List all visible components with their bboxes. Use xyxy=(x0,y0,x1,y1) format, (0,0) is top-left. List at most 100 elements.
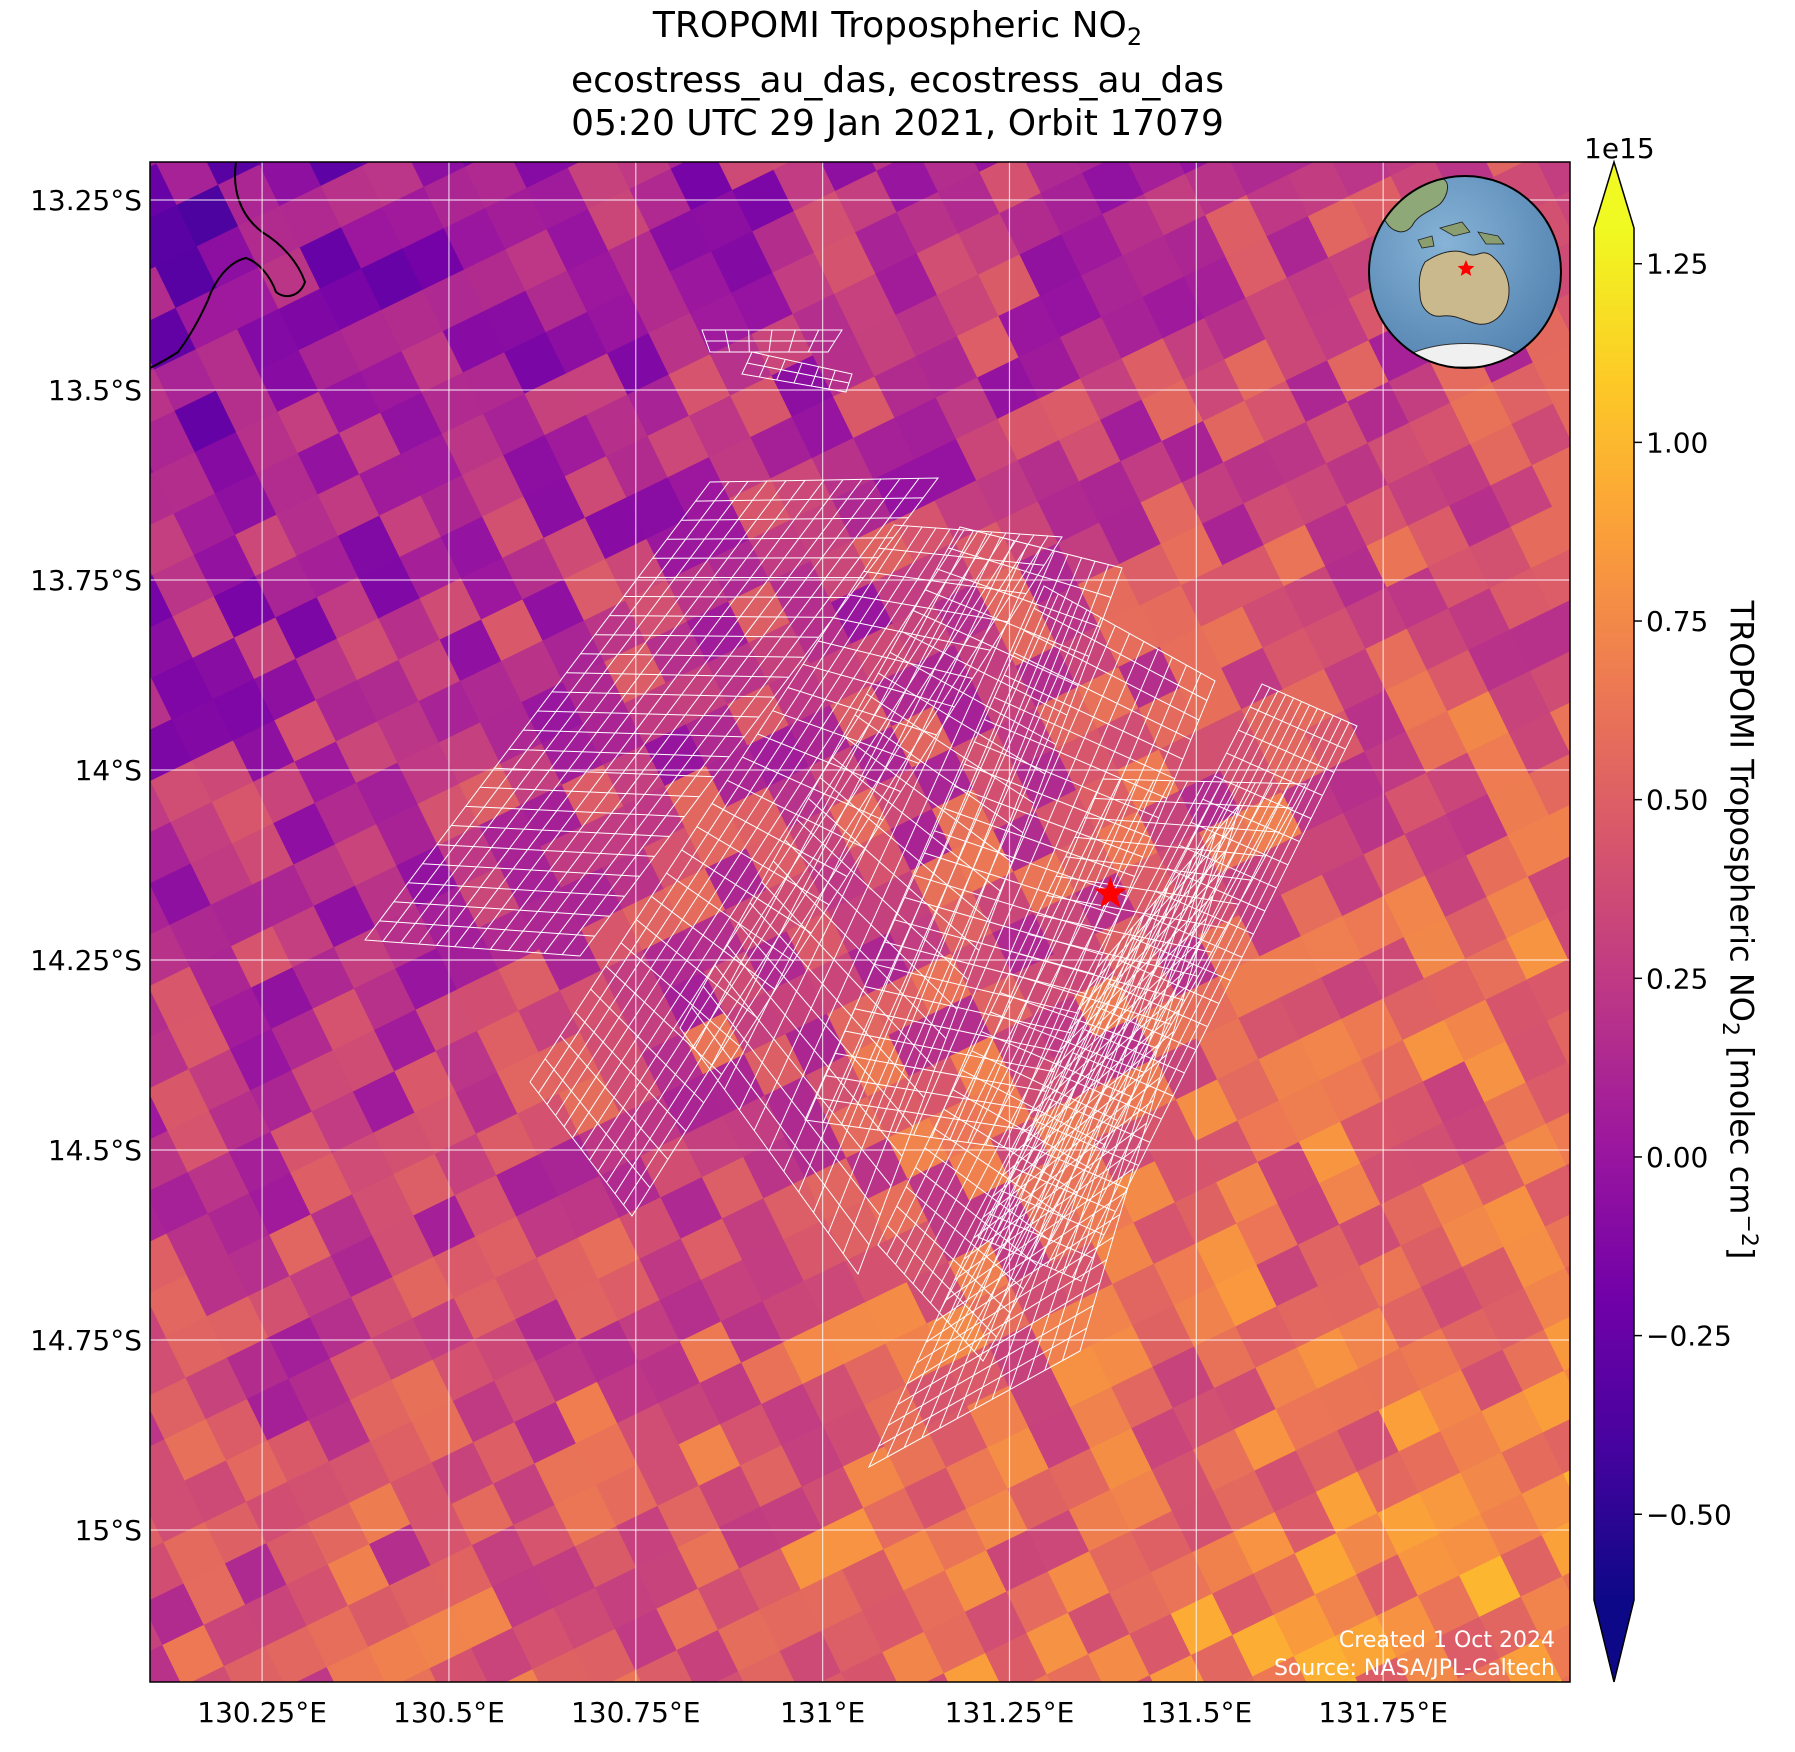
data-pixel xyxy=(275,596,340,661)
y-tick-label: 13.5°S xyxy=(48,374,142,407)
data-pixel xyxy=(393,1153,458,1218)
data-pixel xyxy=(422,268,487,333)
data-pixel xyxy=(849,828,914,893)
data-pixel xyxy=(1337,1409,1402,1474)
data-pixel xyxy=(803,1260,868,1325)
data-pixel xyxy=(440,515,505,580)
data-pixel xyxy=(473,1318,539,1383)
data-pixel xyxy=(1244,379,1309,444)
data-pixel xyxy=(832,478,897,543)
data-pixel xyxy=(708,436,774,501)
data-pixel xyxy=(616,1505,681,1570)
data-pixel xyxy=(70,594,134,658)
data-pixel xyxy=(1499,1637,1564,1682)
data-pixel xyxy=(1399,1327,1464,1392)
data-pixel xyxy=(150,1232,190,1297)
data-pixel xyxy=(481,598,546,663)
data-pixel xyxy=(329,1337,394,1402)
data-pixel xyxy=(710,333,775,398)
data-pixel xyxy=(223,1645,288,1682)
data-pixel xyxy=(1486,875,1551,940)
data-pixel xyxy=(233,719,298,784)
data-pixel xyxy=(1160,522,1225,588)
data-pixel xyxy=(1048,1447,1113,1512)
data-pixel xyxy=(677,1526,742,1591)
data-pixel xyxy=(1398,1430,1463,1495)
data-pixel xyxy=(1174,1181,1239,1246)
data-pixel xyxy=(997,397,1062,462)
data-pixel xyxy=(513,1504,578,1569)
data-pixel xyxy=(1551,485,1570,550)
data-pixel xyxy=(1050,1241,1115,1306)
data-pixel xyxy=(1481,1390,1546,1455)
data-pixel xyxy=(729,477,794,542)
data-pixel xyxy=(945,1446,1010,1511)
data-pixel xyxy=(1101,296,1166,361)
data-pixel xyxy=(294,740,359,805)
data-pixel xyxy=(999,192,1064,257)
data-pixel xyxy=(311,1090,376,1155)
data-pixel xyxy=(1550,588,1570,653)
colorbar-label: TROPOMI Tropospheric NO2 [molec cm−2] xyxy=(1716,600,1761,1260)
data-pixel xyxy=(1364,730,1429,795)
data-pixel xyxy=(1099,501,1164,566)
data-pixel xyxy=(167,1109,232,1174)
data-pixel xyxy=(269,1213,334,1278)
data-pixel xyxy=(876,162,941,214)
data-pixel xyxy=(1123,162,1188,196)
data-pixel xyxy=(576,1319,641,1384)
data-pixel xyxy=(1256,1243,1321,1309)
data-pixel xyxy=(313,884,378,949)
data-pixel xyxy=(1139,584,1204,649)
data-pixel xyxy=(150,1129,191,1195)
data-pixel xyxy=(1359,1244,1424,1310)
data-pixel xyxy=(382,186,447,251)
data-pixel xyxy=(1278,1079,1343,1144)
data-pixel xyxy=(1138,687,1203,752)
data-pixel xyxy=(1419,1368,1484,1434)
colorbar: −0.50 −0.25 0.00 0.25 0.50 0.75 1.00 1.25 1e15 xyxy=(1584,132,1732,1683)
data-pixel xyxy=(1304,503,1370,568)
data-pixel xyxy=(747,724,812,789)
data-pixel xyxy=(1286,256,1351,321)
data-pixel xyxy=(1119,543,1184,608)
data-pixel xyxy=(1266,215,1331,280)
data-pixel xyxy=(237,308,302,373)
data-pixel xyxy=(543,516,608,581)
data-pixel xyxy=(171,698,236,763)
data-pixel xyxy=(150,1438,188,1503)
data-pixel xyxy=(896,191,961,256)
data-pixel xyxy=(494,1359,559,1424)
data-pixel xyxy=(484,289,549,355)
swath-footprint xyxy=(364,477,940,957)
data-pixel xyxy=(251,966,316,1031)
data-pixel xyxy=(1526,958,1570,1023)
data-pixel xyxy=(1440,1410,1505,1475)
data-pixel xyxy=(155,245,220,310)
data-pixel xyxy=(595,1463,661,1528)
data-pixel xyxy=(1158,728,1223,793)
data-pixel xyxy=(337,514,403,579)
data-pixel xyxy=(454,1174,519,1239)
data-pixel xyxy=(334,823,399,888)
data-pixel xyxy=(648,312,713,377)
data-pixel xyxy=(1236,1202,1301,1267)
data-pixel xyxy=(1133,1201,1198,1266)
data-pixel xyxy=(1405,710,1470,775)
data-pixel xyxy=(255,555,320,620)
data-pixel xyxy=(1110,1468,1175,1533)
data-pixel xyxy=(1520,1575,1570,1640)
data-pixel xyxy=(1317,1265,1383,1330)
data-pixel xyxy=(163,1521,228,1586)
data-pixel xyxy=(707,539,773,604)
data-pixel xyxy=(523,475,588,540)
data-pixel xyxy=(1177,872,1242,937)
data-pixel xyxy=(1282,668,1347,733)
data-pixel xyxy=(150,409,198,475)
data-pixel xyxy=(436,927,501,992)
data-pixel xyxy=(206,1295,271,1360)
data-pixel xyxy=(1200,708,1265,773)
data-pixel xyxy=(965,1590,1030,1655)
data-pixel xyxy=(1273,1593,1338,1658)
data-pixel xyxy=(419,577,484,642)
